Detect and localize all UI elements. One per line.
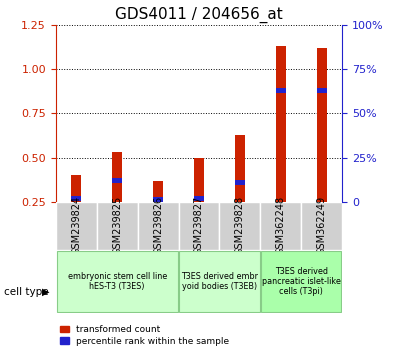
Bar [194,195,204,201]
Text: GSM239826: GSM239826 [153,196,163,255]
Text: GSM239827: GSM239827 [194,196,204,255]
Text: cell type: cell type [4,287,49,297]
Bar [301,202,342,250]
Bar [276,46,286,202]
Text: GSM239825: GSM239825 [112,196,122,255]
Text: T3ES derived
pancreatic islet-like
cells (T3pi): T3ES derived pancreatic islet-like cells… [262,267,341,296]
Text: GSM239828: GSM239828 [235,196,245,255]
Bar [97,202,138,250]
Bar [317,48,327,202]
Bar [153,181,163,202]
Bar [260,202,301,250]
Title: GDS4011 / 204656_at: GDS4011 / 204656_at [115,7,283,23]
Bar [112,152,122,202]
Text: T3ES derived embr
yoid bodies (T3EB): T3ES derived embr yoid bodies (T3EB) [181,272,258,291]
Bar [56,202,97,250]
Legend: transformed count, percentile rank within the sample: transformed count, percentile rank withi… [56,321,233,349]
Bar [317,88,327,93]
Text: ▶: ▶ [42,287,49,297]
Text: GSM362249: GSM362249 [317,196,327,255]
Bar [57,251,178,312]
Bar [235,135,245,202]
Bar [179,202,219,250]
Bar [138,202,179,250]
Bar [219,202,260,250]
Text: GSM362248: GSM362248 [276,196,286,255]
Bar [261,251,341,312]
Bar [276,88,286,93]
Bar [71,175,81,202]
Bar [112,178,122,183]
Bar [235,180,245,185]
Bar [194,158,204,202]
Text: GSM239824: GSM239824 [71,196,81,255]
Bar [153,198,163,202]
Bar [179,251,259,312]
Text: embryonic stem cell line
hES-T3 (T3ES): embryonic stem cell line hES-T3 (T3ES) [68,272,167,291]
Bar [71,195,81,201]
